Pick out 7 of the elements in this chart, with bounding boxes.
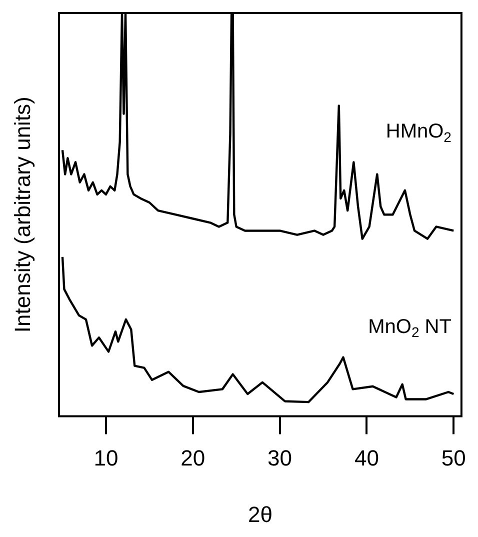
x-tick-label: 40 [354,445,379,470]
x-tick-label: 10 [94,445,118,470]
x-tick-label: 20 [180,445,206,470]
x-tick-label: 30 [268,445,292,470]
x-tick-label: 50 [441,445,466,470]
x-axis-title: 2θ [248,502,272,527]
y-axis-title: Intensity (arbitrary units) [10,96,36,333]
